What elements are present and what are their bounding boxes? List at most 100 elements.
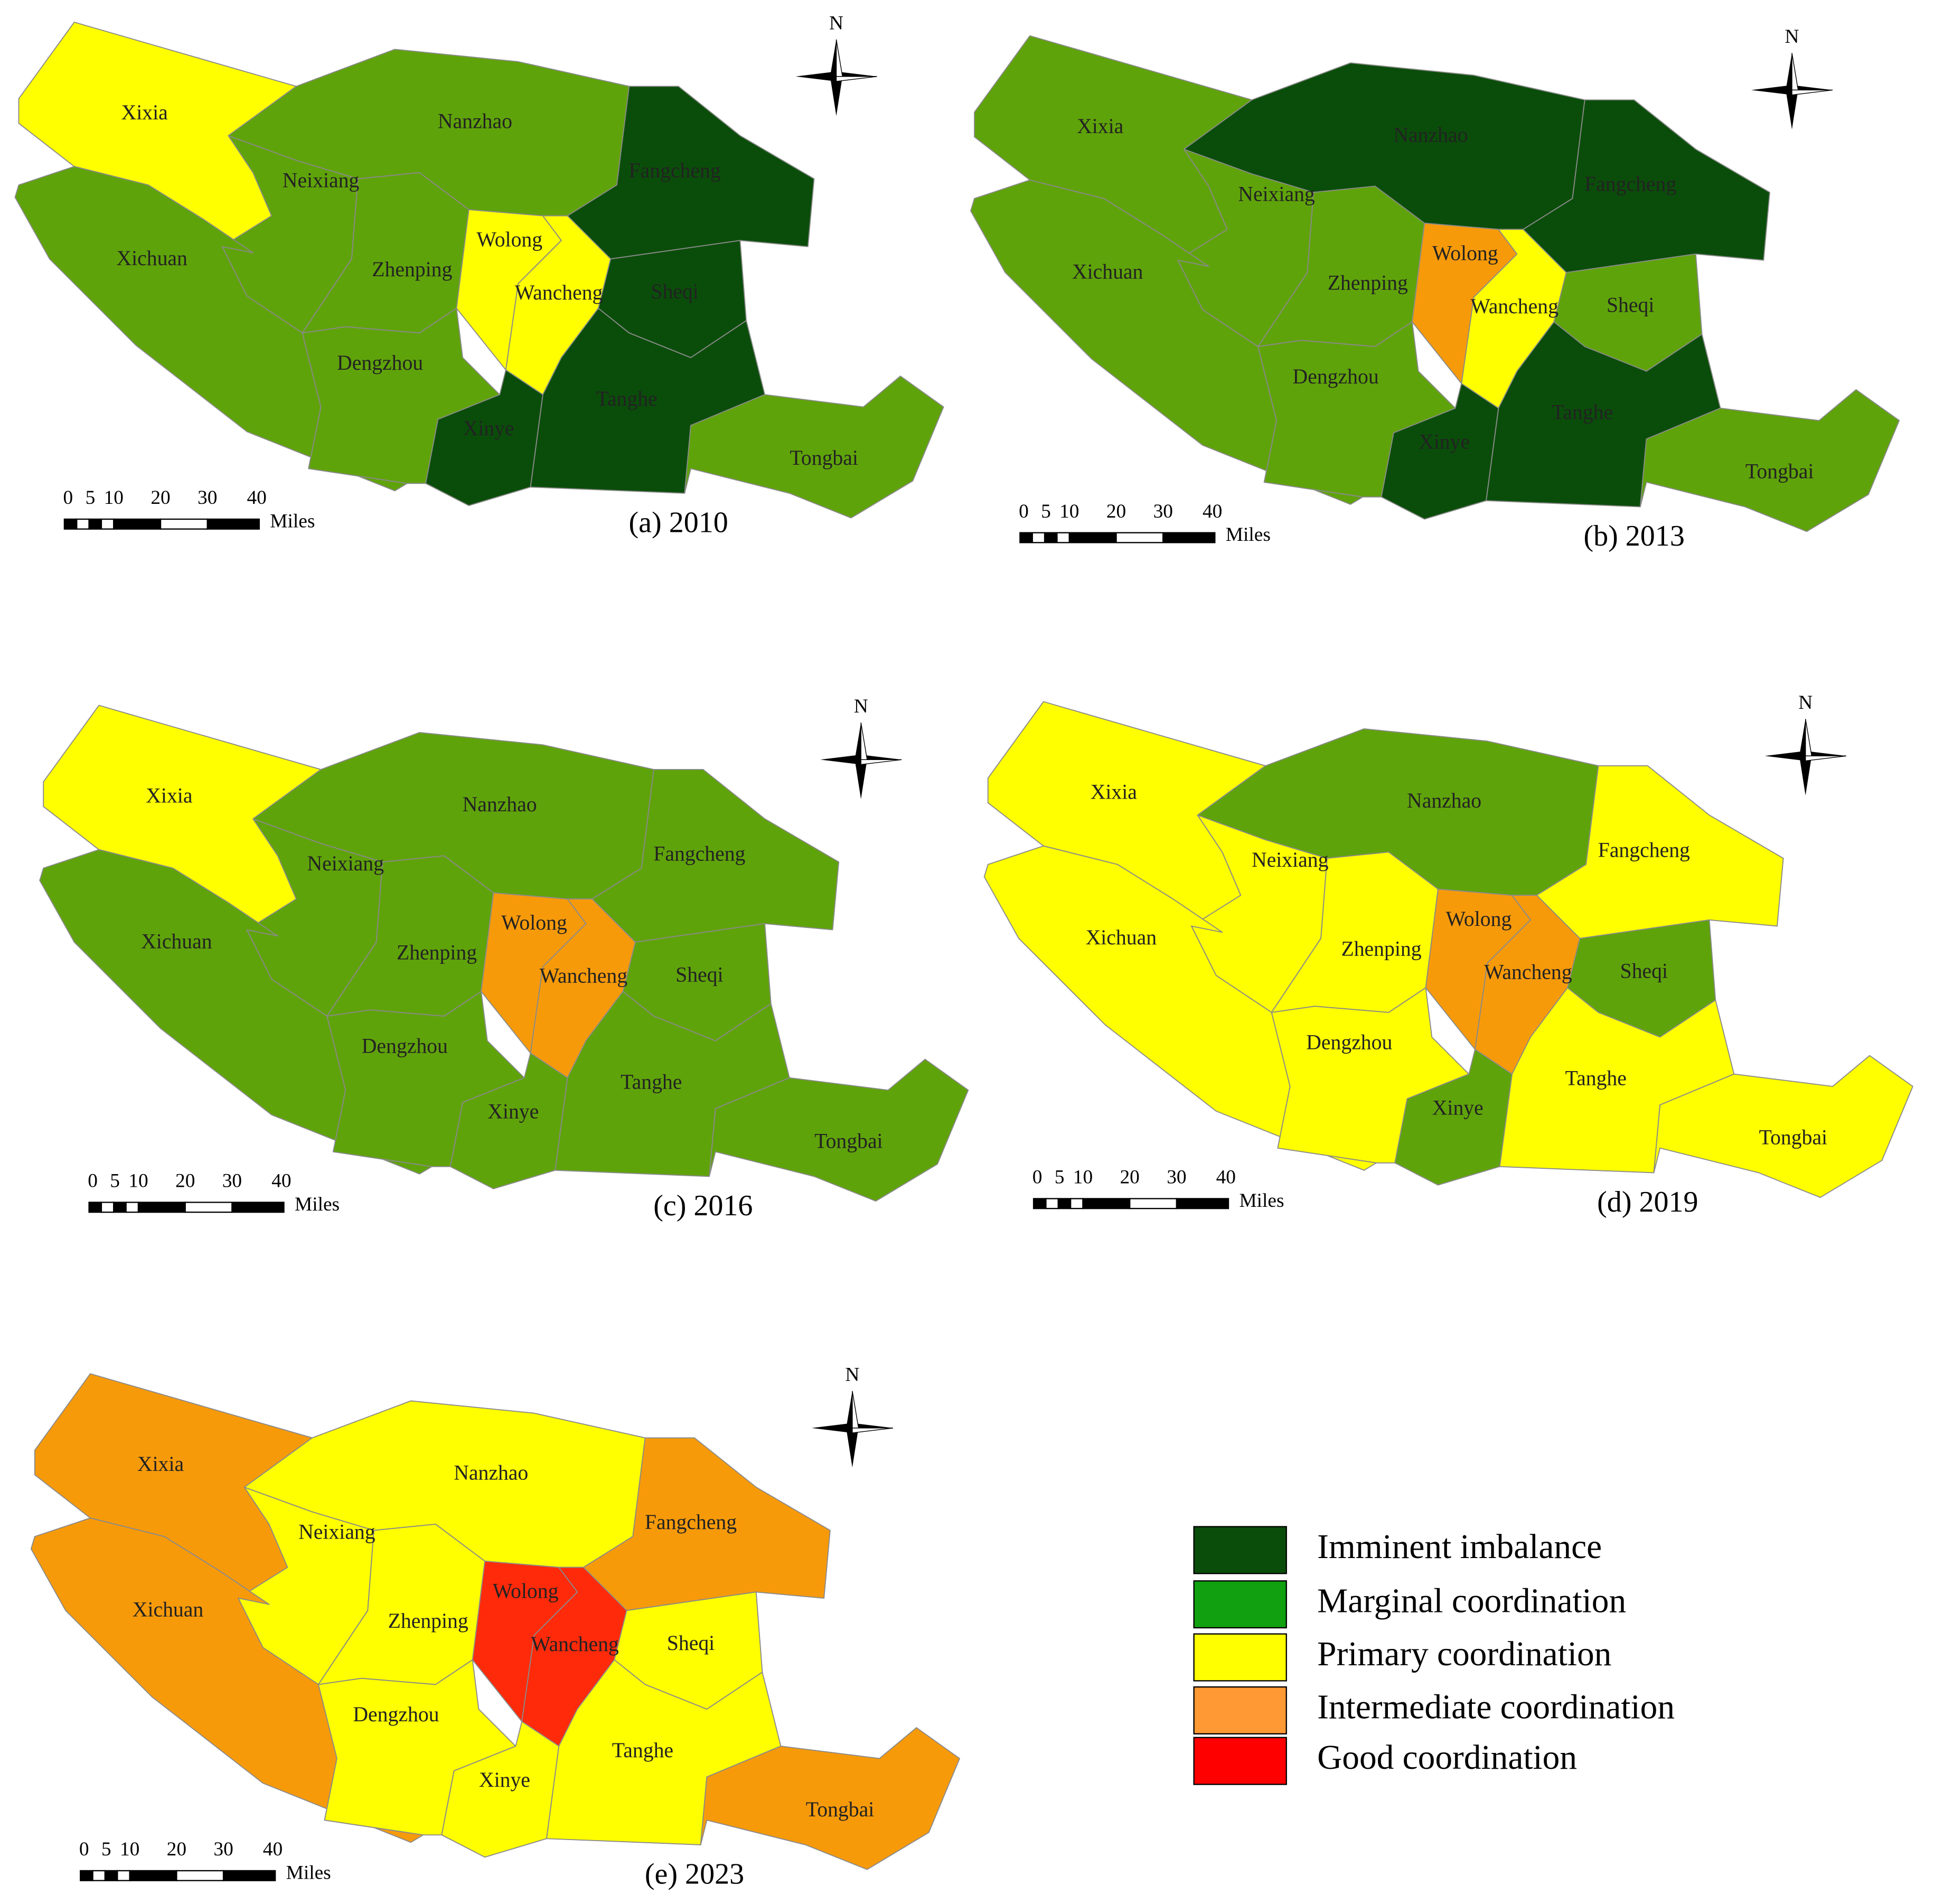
- scale-label: 5: [86, 487, 96, 509]
- district-label: Tanghe: [621, 1070, 682, 1093]
- scale-segment: [125, 1202, 139, 1213]
- district-label: Tongbai: [814, 1130, 883, 1153]
- scale-label: 0: [1019, 501, 1029, 522]
- scale-label: 40: [271, 1170, 291, 1192]
- scale-label: 30: [1167, 1167, 1186, 1188]
- scale-segment: [137, 1202, 186, 1213]
- scale-segment: [80, 1870, 93, 1881]
- scale-unit: Miles: [1226, 524, 1271, 546]
- panel-caption: (c) 2016: [653, 1189, 753, 1222]
- district-label: Nanzhao: [463, 793, 537, 816]
- district-label: Wolong: [501, 911, 567, 934]
- district-label: Wolong: [1446, 907, 1512, 931]
- district: [700, 1727, 960, 1870]
- district-label: Sheqi: [651, 280, 698, 303]
- scale-unit: Miles: [270, 511, 315, 532]
- district-label: Sheqi: [675, 963, 723, 986]
- district-label: Tongbai: [790, 446, 858, 470]
- scale-segment: [100, 518, 115, 530]
- scale-segment: [117, 1870, 130, 1881]
- scale-label: 0: [88, 1170, 98, 1192]
- scale-segment: [1069, 1198, 1084, 1209]
- legend-label: Imminent imbalance: [1317, 1528, 1602, 1566]
- district: [449, 1053, 568, 1189]
- district-label: Zhenping: [1341, 937, 1421, 960]
- scale-label: 10: [104, 487, 124, 509]
- district: [441, 1721, 560, 1858]
- district-label: Zhenping: [1328, 271, 1408, 294]
- district-label: Xixia: [1091, 781, 1138, 804]
- district-label: Dengzhou: [337, 351, 423, 374]
- arrow-half: [835, 76, 877, 82]
- scale-label: 40: [263, 1839, 283, 1860]
- district-label: Nanzhao: [1407, 789, 1481, 812]
- north-label: N: [829, 12, 843, 34]
- district-label: Wancheng: [515, 281, 603, 304]
- district-label: Fangcheng: [645, 1511, 737, 1534]
- district-label: Neixiang: [1238, 182, 1315, 205]
- north-label: N: [854, 696, 868, 717]
- scale-segment: [1176, 1198, 1229, 1209]
- district-label: Sheqi: [667, 1631, 715, 1655]
- district-label: Fangcheng: [653, 842, 745, 865]
- scale-label: 40: [1216, 1167, 1236, 1188]
- scale-unit: Miles: [295, 1194, 340, 1215]
- district-label: Sheqi: [1607, 293, 1654, 316]
- district-label: Wolong: [493, 1580, 559, 1603]
- district-label: Xichuan: [141, 930, 212, 953]
- district: [1639, 389, 1900, 532]
- scale-segment: [104, 1870, 118, 1881]
- scale-label: 5: [101, 1839, 111, 1860]
- scale-segment: [63, 518, 78, 530]
- scale-segment: [88, 1202, 102, 1213]
- district-label: Xinye: [479, 1768, 530, 1792]
- scale-label: 10: [120, 1839, 139, 1860]
- scale-segment: [1068, 532, 1117, 543]
- district: [1653, 1055, 1913, 1198]
- district-label: Neixiang: [307, 852, 384, 875]
- scale-segment: [113, 1202, 127, 1213]
- district-label: Neixiang: [298, 1521, 375, 1544]
- district-label: Tongbai: [1745, 460, 1814, 483]
- district-label: Tanghe: [596, 387, 657, 410]
- legend: Imminent imbalance Marginal coordination P…: [1193, 1526, 1675, 1785]
- district-label: Wancheng: [1470, 295, 1559, 318]
- north-arrow: [1751, 53, 1833, 130]
- district-label: Fangcheng: [629, 159, 721, 182]
- north-label: N: [1798, 692, 1813, 714]
- map-panel: Xixia Neixiang Nanzhao Fangcheng Xichuan Zhen…: [14, 12, 944, 539]
- scale-segment: [1162, 532, 1216, 543]
- map-panel: Xixia Neixiang Nanzhao Fangcheng Xichuan Zhen…: [983, 692, 1913, 1218]
- north-arrow: [795, 39, 877, 116]
- district-label: Tanghe: [612, 1739, 673, 1762]
- north-label: N: [1785, 26, 1799, 48]
- scale-label: 5: [1055, 1167, 1065, 1188]
- district-label: Fangcheng: [1598, 838, 1690, 861]
- district: [1394, 1049, 1513, 1186]
- scale-segment: [100, 1202, 115, 1213]
- scale-label: 20: [175, 1170, 195, 1192]
- arrow-half: [860, 723, 868, 760]
- map-panel: Xixia Neixiang Nanzhao Fangcheng Xichuan Zhen…: [970, 26, 1900, 552]
- arrow-half: [1791, 89, 1833, 96]
- scale-label: 40: [1203, 501, 1222, 522]
- district: [1381, 383, 1499, 520]
- district-label: Xinye: [463, 417, 514, 440]
- scale-segment: [184, 1202, 233, 1213]
- district: [709, 1058, 969, 1202]
- arrow-half: [860, 759, 902, 765]
- district-label: Dengzhou: [1306, 1031, 1392, 1054]
- district-label: Wancheng: [531, 1633, 619, 1656]
- district-label: Xichuan: [1086, 926, 1157, 949]
- scale-label: 30: [1153, 501, 1173, 522]
- north-arrow: [811, 1391, 893, 1468]
- panel-caption: (e) 2023: [645, 1858, 744, 1890]
- district-label: Xixia: [121, 101, 168, 124]
- scale-label: 20: [1120, 1167, 1140, 1188]
- scale-label: 20: [167, 1839, 186, 1860]
- scale-segment: [1031, 532, 1046, 543]
- scale-label: 0: [1032, 1167, 1043, 1188]
